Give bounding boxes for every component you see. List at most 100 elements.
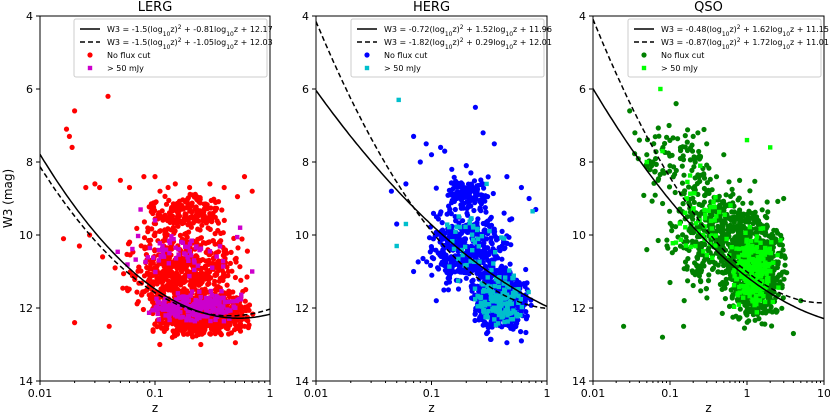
scatter-point: [141, 235, 148, 241]
flux-cut-point: [166, 304, 172, 310]
flux-cut-point: [472, 286, 478, 291]
scatter-point: [189, 326, 196, 332]
scatter-point: [83, 184, 89, 191]
scatter-point: [732, 235, 738, 241]
scatter-point: [692, 239, 698, 245]
scatter-point: [684, 214, 690, 220]
legend-marker-circle: [364, 52, 370, 58]
scatter-point: [169, 214, 175, 220]
scatter-point: [477, 205, 483, 211]
flux-cut-point: [481, 308, 486, 314]
scatter-point: [526, 195, 532, 202]
scatter-point: [765, 209, 771, 215]
scatter-point: [179, 263, 185, 269]
y-tick-label: 12: [295, 302, 309, 315]
scatter-point: [168, 287, 174, 293]
scatter-point: [497, 248, 503, 254]
scatter-point: [162, 193, 168, 199]
flux-cut-point: [195, 263, 201, 268]
scatter-point: [174, 320, 180, 326]
scatter-point: [488, 235, 494, 241]
scatter-point: [411, 133, 417, 139]
flux-cut-point: [489, 297, 495, 303]
scatter-point: [777, 279, 783, 285]
scatter-point: [158, 325, 165, 331]
scatter-point: [394, 221, 400, 227]
flux-cut-point: [490, 294, 495, 300]
flux-cut-point: [162, 304, 168, 309]
scatter-point: [741, 325, 748, 331]
flux-cut-point: [189, 289, 195, 294]
scatter-point: [715, 262, 721, 268]
x-axis-label: z: [428, 401, 434, 414]
scatter-point: [490, 190, 496, 197]
scatter-point: [672, 246, 679, 252]
legend: W3 = -1.5(log10z)2 + -0.81log10z + 12.17…: [73, 18, 273, 78]
scatter-point: [428, 152, 435, 158]
flux-cut-point: [211, 301, 216, 307]
scatter-point: [723, 268, 729, 274]
scatter-point: [523, 329, 529, 336]
scatter-point: [463, 275, 469, 281]
legend-label: > 50 mJy: [384, 64, 421, 73]
scatter-point: [167, 266, 173, 272]
flux-cut-point: [514, 311, 520, 317]
scatter-point: [180, 287, 187, 293]
scatter-point: [779, 305, 785, 311]
scatter-point: [243, 308, 249, 314]
flux-cut-point: [471, 225, 476, 230]
y-tick-label: 4: [26, 10, 33, 23]
scatter-point: [664, 243, 670, 249]
y-axis-label: W3 (mag): [1, 169, 15, 228]
flux-cut-point: [508, 317, 514, 322]
flux-cut-point: [456, 214, 461, 219]
scatter-point: [748, 200, 754, 206]
flux-cut-point: [221, 319, 227, 324]
scatter-point: [488, 239, 494, 245]
flux-cut-point: [193, 297, 198, 303]
flux-cut-point: [472, 240, 478, 245]
legend-box: [350, 18, 545, 78]
scatter-point: [491, 141, 497, 147]
flux-cut-point: [473, 297, 478, 302]
flux-cut-point: [480, 282, 486, 287]
scatter-point: [244, 248, 250, 254]
scatter-point: [477, 314, 483, 321]
flux-cut-point: [493, 305, 498, 311]
scatter-point: [485, 325, 491, 331]
scatter-point: [752, 178, 758, 184]
scatter-point: [749, 308, 755, 314]
scatter-point: [729, 186, 735, 192]
scatter-point: [442, 148, 448, 154]
x-tick-label: 1: [267, 387, 274, 400]
x-tick-label: 0.01: [304, 387, 329, 400]
scatter-point: [162, 273, 168, 279]
scatter-point: [211, 281, 217, 287]
scatter-point: [182, 326, 188, 332]
flux-cut-point: [250, 269, 255, 274]
flux-cut-point: [469, 216, 474, 221]
flux-cut-point: [197, 305, 203, 311]
scatter-point: [464, 210, 470, 216]
flux-cut-point: [210, 265, 215, 270]
plot-area: [40, 93, 270, 348]
scatter-point: [182, 211, 188, 217]
scatter-point: [478, 197, 484, 203]
flux-cut-point: [178, 310, 183, 315]
y-tick-label: 4: [302, 10, 309, 23]
flux-cut-point: [188, 318, 194, 323]
scatter-point: [162, 229, 168, 235]
scatter-point: [487, 336, 494, 342]
scatter-point: [158, 270, 164, 276]
scatter-point: [706, 272, 712, 278]
flux-cut-point: [485, 315, 490, 320]
flux-cut-point: [496, 308, 502, 314]
scatter-point: [681, 266, 687, 272]
flux-cut-point: [221, 264, 226, 269]
scatter-point: [176, 218, 182, 224]
scatter-point: [243, 287, 249, 293]
flux-cut-point: [217, 244, 223, 249]
scatter-point: [482, 247, 488, 253]
flux-cut-point: [186, 244, 191, 250]
